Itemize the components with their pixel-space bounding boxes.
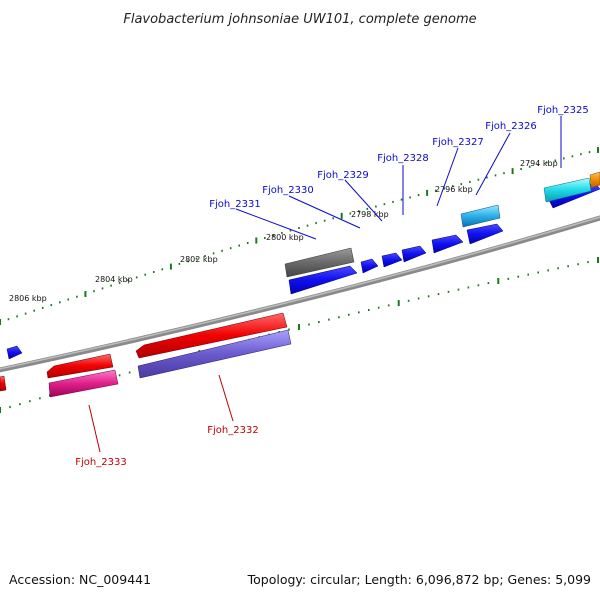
label-fjoh-2330: Fjoh_2330 bbox=[262, 185, 313, 196]
gene-left-red[interactable] bbox=[0, 375, 7, 392]
leader-fjoh-2330 bbox=[288, 195, 361, 229]
gene-fjoh-2326[interactable] bbox=[466, 223, 504, 245]
genome-backbone bbox=[0, 215, 600, 373]
gene-left-blue[interactable] bbox=[6, 345, 23, 360]
tick-label-2798: 2798 kbp bbox=[351, 210, 389, 219]
genome-summary-text: Topology: circular; Length: 6,096,872 bp… bbox=[247, 572, 591, 587]
gene-fjoh-2333[interactable] bbox=[46, 353, 114, 379]
gene-fjoh-2328[interactable] bbox=[401, 245, 427, 263]
label-fjoh-2331: Fjoh_2331 bbox=[209, 199, 260, 210]
feature-sky[interactable] bbox=[460, 204, 501, 228]
accession-text: Accession: NC_009441 bbox=[9, 572, 152, 587]
leader-fjoh-2331 bbox=[235, 208, 317, 240]
leader-fjoh-2329 bbox=[344, 179, 383, 222]
label-fjoh-2325: Fjoh_2325 bbox=[537, 105, 588, 116]
genome-backbone-highlight bbox=[0, 216, 600, 370]
feature-magenta[interactable] bbox=[48, 369, 119, 398]
outer-tick-row bbox=[0, 147, 599, 325]
tick-label-2800: 2800 kbp bbox=[266, 233, 304, 242]
gene-fjoh-2327[interactable] bbox=[431, 234, 464, 254]
gene-fjoh-2330[interactable] bbox=[360, 258, 379, 274]
feature-orange[interactable] bbox=[589, 171, 600, 189]
feature-gray[interactable] bbox=[284, 247, 355, 278]
tick-label-2794: 2794 kbp bbox=[520, 159, 558, 168]
label-fjoh-2327: Fjoh_2327 bbox=[432, 137, 483, 148]
tick-label-2806: 2806 kbp bbox=[9, 294, 47, 303]
gene-fjoh-2331[interactable] bbox=[288, 265, 358, 295]
tick-label-2804: 2804 kbp bbox=[95, 275, 133, 284]
leader-fjoh-2326 bbox=[475, 132, 511, 196]
tick-label-2796: 2796 kbp bbox=[435, 185, 473, 194]
feature-purple[interactable] bbox=[137, 329, 292, 379]
leader-fjoh-2333 bbox=[88, 404, 101, 453]
map-title: Flavobacterium johnsoniae UW101, complet… bbox=[123, 12, 476, 27]
feature-cyan[interactable] bbox=[543, 177, 592, 203]
label-fjoh-2333: Fjoh_2333 bbox=[75, 457, 126, 468]
leader-fjoh-2327 bbox=[436, 147, 459, 207]
gene-fjoh-2329[interactable] bbox=[381, 252, 403, 268]
label-fjoh-2326: Fjoh_2326 bbox=[485, 121, 536, 132]
label-fjoh-2328: Fjoh_2328 bbox=[377, 153, 428, 164]
leader-fjoh-2332 bbox=[218, 374, 234, 422]
tick-label-2802: 2802 kbp bbox=[180, 255, 218, 264]
label-fjoh-2332: Fjoh_2332 bbox=[207, 425, 258, 436]
label-fjoh-2329: Fjoh_2329 bbox=[317, 170, 368, 181]
gene-fjoh-2332[interactable] bbox=[135, 312, 288, 359]
